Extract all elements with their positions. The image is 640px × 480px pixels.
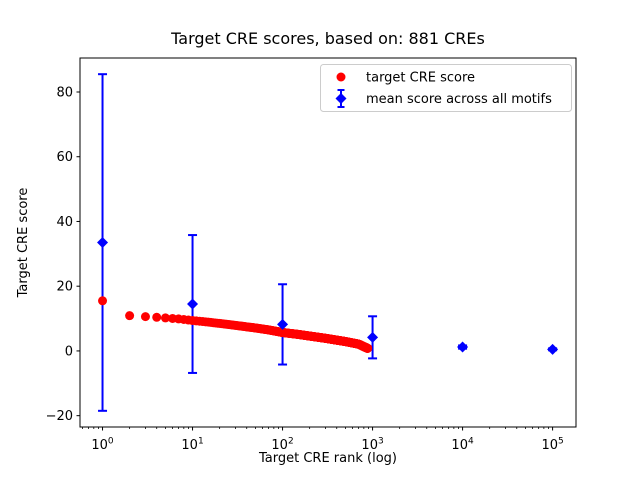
mean-score-point [277, 318, 289, 330]
legend: target CRE score mean score across all m… [320, 64, 572, 112]
mean-score-point [367, 331, 379, 343]
y-tick-label: 80 [56, 85, 73, 100]
y-tick-label: 60 [56, 150, 73, 165]
mean-score-series [97, 237, 559, 355]
legend-label-target: target CRE score [366, 71, 475, 86]
y-tick-label: 40 [56, 215, 73, 230]
target-score-point [160, 313, 170, 323]
target-score-point [98, 296, 108, 306]
mean-score-point [97, 237, 109, 248]
mean-score-point [457, 341, 469, 353]
target-score-point [152, 312, 162, 322]
legend-box [320, 64, 572, 112]
legend-marker-mean-icon [335, 89, 347, 108]
y-axis: −20 0 20 40 60 80 [46, 85, 80, 424]
mean-score-point [547, 343, 559, 355]
legend-diamond-icon [335, 93, 347, 104]
legend-marker-target-icon [336, 72, 346, 82]
target-score-point [125, 311, 135, 321]
y-tick-label: 20 [56, 280, 73, 295]
y-tick-label: 0 [65, 344, 73, 359]
chart-title: Target CRE scores, based on: 881 CREs [170, 29, 485, 48]
x-axis-label: Target CRE rank (log) [258, 451, 397, 466]
y-axis-label: Target CRE score [16, 188, 31, 299]
target-score-point [363, 343, 373, 353]
legend-label-mean: mean score across all motifs [366, 92, 552, 107]
y-tick-label: −20 [46, 409, 73, 424]
mean-score-point [187, 298, 199, 310]
target-score-series [98, 296, 373, 353]
plot-area-border [79, 57, 577, 428]
target-score-point [140, 312, 150, 322]
